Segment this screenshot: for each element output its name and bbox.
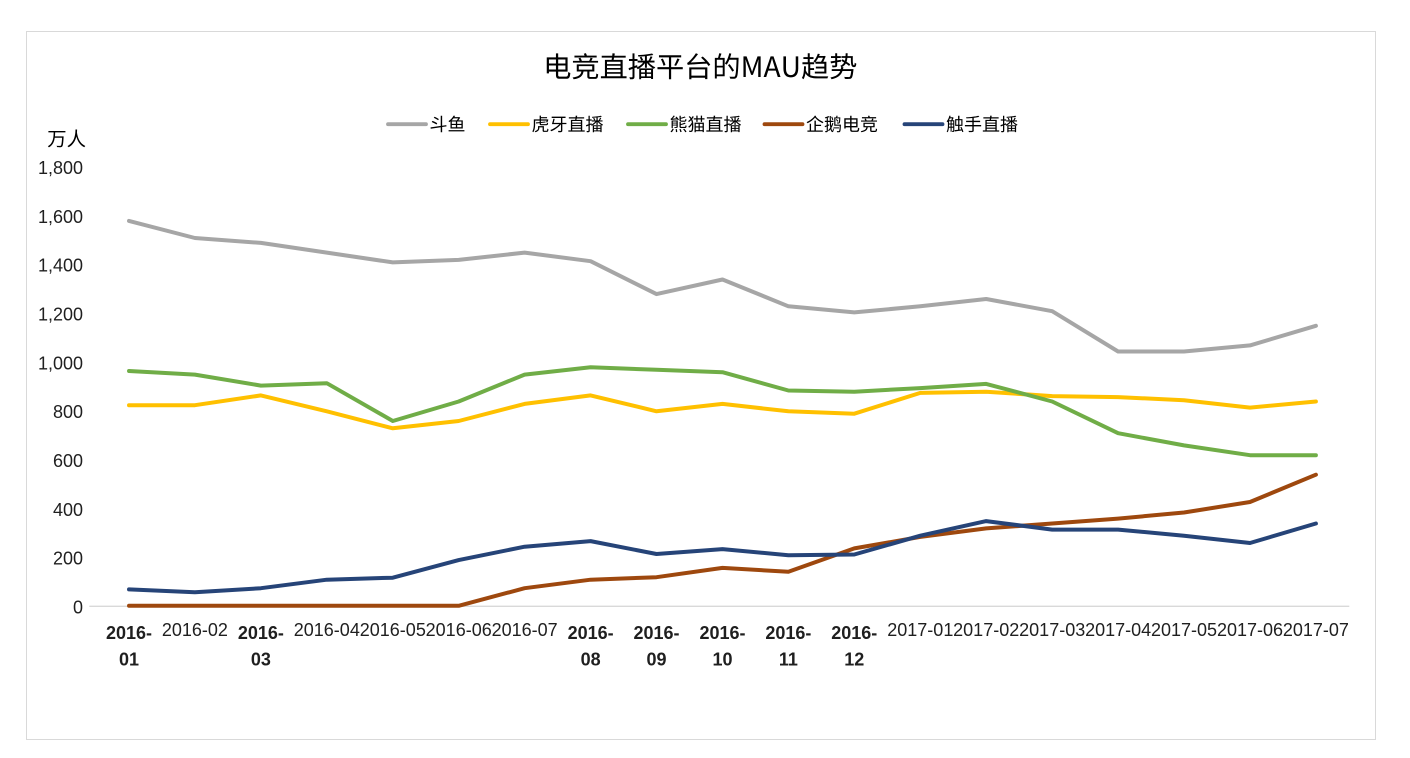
svg-text:2016-05: 2016-05: [360, 620, 426, 640]
svg-text:09: 09: [646, 650, 666, 670]
svg-text:0: 0: [73, 597, 83, 617]
svg-text:1,200: 1,200: [38, 305, 83, 325]
svg-text:2017-03: 2017-03: [1019, 620, 1085, 640]
svg-text:2016-07: 2016-07: [492, 620, 558, 640]
svg-text:2017-05: 2017-05: [1151, 620, 1217, 640]
svg-text:2016-: 2016-: [106, 623, 152, 643]
svg-text:2016-: 2016-: [831, 623, 877, 643]
svg-text:400: 400: [53, 500, 83, 520]
svg-text:200: 200: [53, 549, 83, 569]
svg-text:1,800: 1,800: [38, 158, 83, 178]
svg-text:2016-: 2016-: [699, 623, 745, 643]
svg-text:1,000: 1,000: [38, 353, 83, 373]
svg-text:2017-07: 2017-07: [1283, 620, 1349, 640]
svg-text:600: 600: [53, 451, 83, 471]
svg-text:11: 11: [779, 650, 798, 670]
svg-text:2016-04: 2016-04: [294, 620, 360, 640]
svg-text:1,600: 1,600: [38, 207, 83, 227]
svg-text:2016-02: 2016-02: [162, 620, 228, 640]
svg-text:2016-: 2016-: [568, 623, 614, 643]
svg-text:2017-06: 2017-06: [1217, 620, 1283, 640]
svg-text:2016-: 2016-: [765, 623, 811, 643]
svg-text:2016-06: 2016-06: [426, 620, 492, 640]
svg-text:03: 03: [251, 650, 271, 670]
svg-text:2017-04: 2017-04: [1085, 620, 1151, 640]
svg-text:12: 12: [844, 650, 864, 670]
svg-text:800: 800: [53, 402, 83, 422]
svg-text:1,400: 1,400: [38, 256, 83, 276]
svg-text:10: 10: [712, 650, 732, 670]
svg-text:2017-02: 2017-02: [953, 620, 1019, 640]
svg-text:2016-: 2016-: [633, 623, 679, 643]
svg-text:2017-01: 2017-01: [887, 620, 953, 640]
svg-text:01: 01: [119, 650, 139, 670]
svg-text:2016-: 2016-: [238, 623, 284, 643]
svg-text:08: 08: [581, 650, 601, 670]
